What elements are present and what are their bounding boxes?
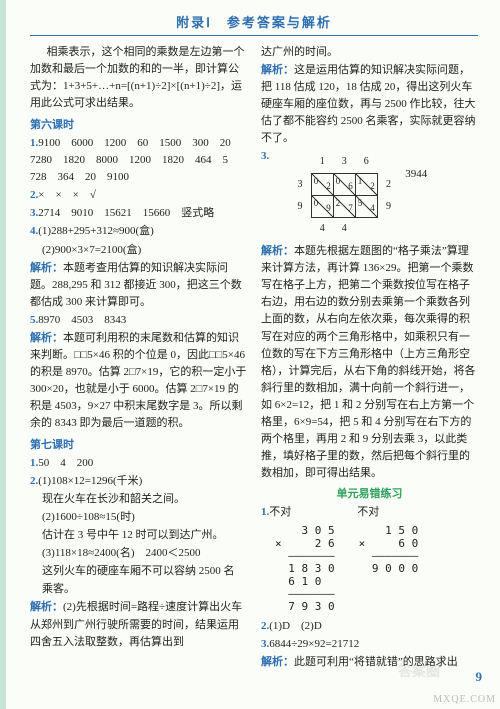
mult-right: 1 5 0 × 6 0 ――――――― 9 0 0 0 [359,525,419,613]
r-a1: 这是运用估算的知识解决实际问题，把 118 估成 120，18 估成 20，得出… [261,64,476,144]
q-num: 1. [30,137,38,149]
r-line1: 达广州的时间。 [261,44,478,61]
l6-q4a: (1)288+295+312≈900(盒) [38,225,154,237]
r-a3: 本题先根据左题图的“格子乘法”算理来计算方法，再计算 136×29。把第一个乘数… [261,245,476,479]
l7-q2a: (1)108×12=1296(千米) [38,475,142,487]
page-header: 附录Ⅰ 参考答案与解析 [30,12,478,31]
u-q1: 不对 不对 [269,506,379,518]
l7-q2b: 现在火车在长沙和韶关之间。 [30,491,247,508]
right-column: 达广州的时间。 解析：这是运用估算的知识解决实际问题，把 118 估成 120，… [261,44,478,671]
left-column: 相乘表示，这个相同的乘数是左边第一个加数和最后一个加数的和的一半，即计算公式为：… [30,44,247,671]
q-num: 2. [30,475,38,487]
l6-q2: × × × √ [38,189,96,201]
q-num: 2. [261,620,269,632]
l6-a5: 本题可利用积的末尾数和估算的知识来判断。□□5×46 积的个位是 0，因此□□5… [30,332,246,429]
unit-error-title: 单元易错练习 [261,486,478,503]
q-num: 5. [30,314,38,326]
lesson7-title: 第七课时 [30,437,247,454]
l6-q4b: (2)900×3×7=2100(盒) [30,242,247,259]
mult-left: 3 0 5 × 2 6 ――――――― 1 8 3 0 6 1 0 ――――――… [275,525,335,613]
q-num: 3. [30,207,38,219]
l7-q1: 50 4 200 [38,457,93,469]
l6-q3: 2714 9010 15621 15660 竖式略 [38,207,214,219]
q-num: 3. [261,148,269,165]
l7-q2f: 这列火车的硬座车厢不可以容纳 2500 名 [30,563,247,580]
watermark-logo: 答案圈 [398,661,440,681]
intro-para: 相乘表示，这个相同的乘数是左边第一个加数和最后一个加数的和的一半，即计算公式为：… [30,44,247,112]
analysis-label: 解析： [261,64,294,76]
analysis-label: 解析： [30,262,63,274]
analysis-label: 解析： [261,656,294,668]
u-q3: 6844÷29×92=21712 [269,638,359,650]
page-number: 9 [476,669,483,685]
lattice-diagram: 1 3 6 3 02 06 12 2 9 09 27 54 9 4 [275,148,399,242]
header-rule [30,35,478,36]
analysis-label: 解析： [261,245,294,257]
q-num: 3. [261,638,269,650]
analysis-label: 解析： [30,332,63,344]
u-q2: (1)D (2)D [269,620,322,632]
watermark-url: MXQE.COM [433,694,496,705]
grid-result: 3944 [405,166,427,183]
l7-q2g: 乘客。 [30,581,247,598]
vertical-mults: 3 0 5 × 2 6 ――――――― 1 8 3 0 6 1 0 ――――――… [275,525,478,613]
lesson6-title: 第六课时 [30,117,247,134]
analysis-label: 解析： [30,601,63,613]
l7-q2d: 估计在 3 号中午 12 时可以到达广州。 [30,527,247,544]
l7-q2c: (2)1600÷108≈15(时) [30,509,247,526]
q-num: 2. [30,189,38,201]
l6-q5: 8970 4503 8343 [38,314,126,326]
q-num: 1. [30,457,38,469]
q-num: 4. [30,225,38,237]
l6-q1: 9100 6000 1200 60 1500 300 20 7280 1820 … [30,137,242,183]
q-num: 1. [261,506,269,518]
l7-q2e: (3)118×18≈2400(名) 2400＜2500 [30,545,247,562]
